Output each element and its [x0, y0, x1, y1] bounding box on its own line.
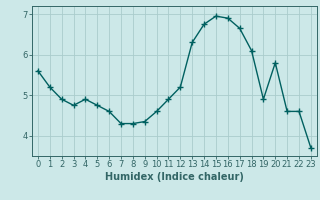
X-axis label: Humidex (Indice chaleur): Humidex (Indice chaleur) — [105, 172, 244, 182]
